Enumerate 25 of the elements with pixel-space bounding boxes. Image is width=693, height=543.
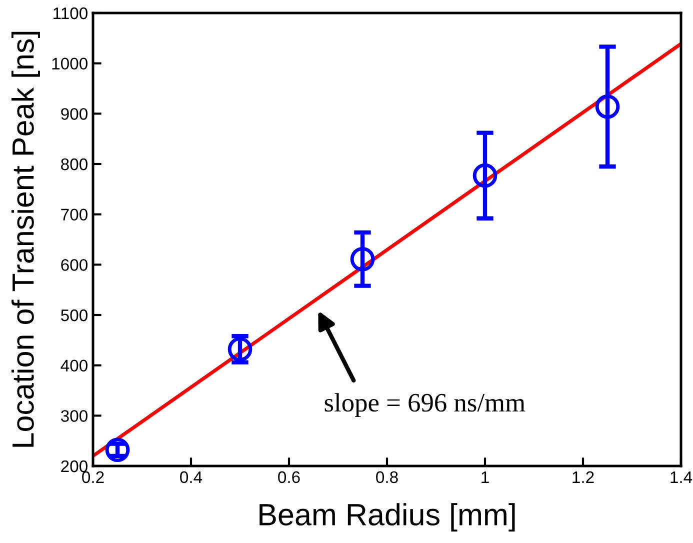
y-tick-label: 900 bbox=[61, 108, 88, 120]
y-tick-label: 400 bbox=[60, 360, 88, 372]
y-tick-label: 1000 bbox=[52, 58, 88, 70]
point bbox=[472, 163, 498, 188]
x-tick-label: 1 bbox=[482, 471, 489, 483]
y-axis-title: Location of Transient Peak [ns] bbox=[11, 32, 40, 447]
annotation: slope = 696 ns/mm bbox=[324, 393, 526, 418]
x-tick-label: 0.6 bbox=[278, 471, 300, 484]
x-tick-label: 0.2 bbox=[82, 471, 104, 484]
x-axis-title: Beam Radius [mm] bbox=[260, 503, 515, 532]
x-tick-label: 1.2 bbox=[572, 471, 594, 483]
x-tick-label: 0.4 bbox=[180, 471, 202, 484]
point bbox=[105, 438, 130, 462]
y-tick-label: 700 bbox=[61, 208, 88, 221]
point bbox=[595, 94, 620, 119]
x-tick-label: 0.8 bbox=[376, 471, 398, 484]
y-tick-label: 600 bbox=[61, 259, 88, 271]
y-tick-label: 200 bbox=[61, 460, 88, 472]
point bbox=[228, 337, 252, 362]
y-tick-label: 1100 bbox=[54, 7, 88, 20]
y-tick-label: 500 bbox=[61, 309, 88, 322]
point bbox=[350, 246, 375, 272]
y-tick-label: 300 bbox=[60, 410, 88, 422]
y-tick-label: 800 bbox=[61, 158, 88, 170]
x-tick-label: 1.4 bbox=[670, 471, 692, 483]
